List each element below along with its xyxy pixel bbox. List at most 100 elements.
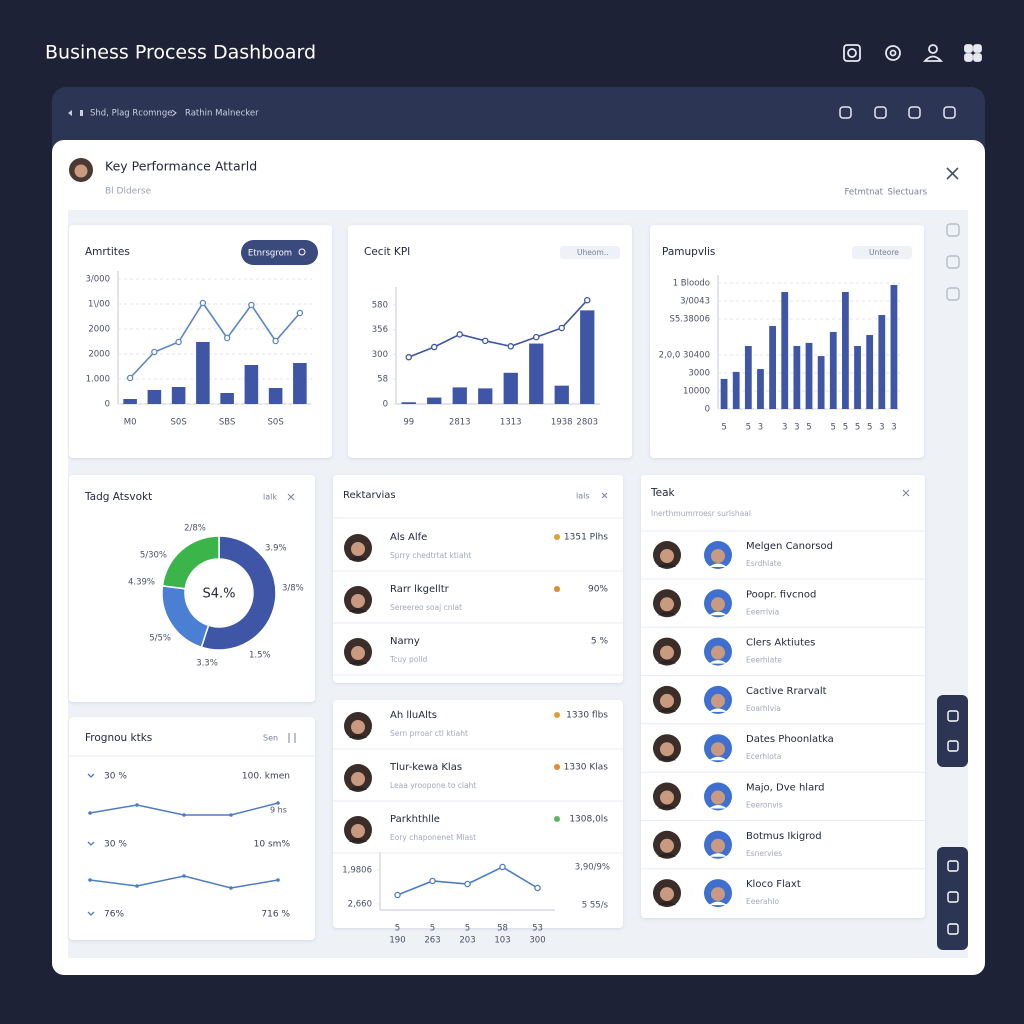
icon-shape [973, 44, 982, 53]
bar [196, 342, 210, 404]
sparkline-point [182, 813, 186, 817]
toolbar-icon[interactable] [908, 106, 921, 119]
x-tick-label: 5 [721, 423, 726, 433]
bar [171, 387, 186, 404]
avatar-face [660, 742, 674, 757]
bar [732, 371, 740, 409]
x-tick-label: 5 [746, 423, 751, 433]
header-icon[interactable] [885, 45, 901, 61]
side-icon[interactable] [946, 287, 960, 301]
sparkline-point [135, 884, 139, 888]
header-icon[interactable] [843, 44, 861, 62]
side-icon[interactable] [946, 223, 960, 237]
list-sub: Leaa yroopone to claht [390, 781, 476, 790]
y-tick-label: 3/000 [86, 275, 111, 285]
x-tick-label: 58 [497, 924, 508, 934]
avatar-body [658, 901, 676, 906]
side-pill-icon[interactable] [947, 710, 959, 722]
list-sub: Sern prroar ctl ktiaht [390, 729, 468, 738]
header-icon[interactable] [964, 44, 982, 62]
sparkline-point [276, 878, 280, 882]
avatar-body [658, 660, 676, 664]
member-name: Poopr. fivcnod [746, 589, 816, 600]
line-marker [175, 338, 182, 346]
line-marker [533, 333, 540, 341]
y-tick-label: 2000 [88, 325, 110, 335]
button-label: Etnrsgrom [248, 249, 292, 259]
avatar-body [709, 901, 727, 906]
donut-label: 3.3% [196, 659, 218, 669]
line-marker [456, 331, 463, 338]
member-name: Clers Aktiutes [746, 638, 815, 649]
badge-label: Unteore [869, 248, 899, 257]
avatar-body [709, 805, 727, 809]
side-icon[interactable] [946, 255, 960, 269]
x-tick-label: 5 [831, 423, 836, 433]
bar [427, 397, 442, 404]
bar [829, 331, 837, 409]
page-title: Business Process Dashboard [45, 42, 316, 64]
toolbar-icon[interactable] [839, 106, 852, 119]
close-button[interactable] [601, 492, 608, 499]
header-icon[interactable] [922, 44, 944, 62]
side-pill-icon[interactable] [947, 891, 959, 903]
bar [452, 387, 467, 404]
y-tick-label: 1 Bloodo [673, 279, 710, 289]
x-tick-label: 1313 [500, 418, 522, 428]
icon-shape [922, 55, 944, 62]
sparkline-point [182, 874, 186, 878]
close-button[interactable] [946, 167, 959, 180]
icon-shape [843, 44, 861, 62]
avatar-body [349, 556, 367, 560]
avatar-face [660, 597, 674, 612]
card-button[interactable] [241, 240, 318, 265]
expand-icon[interactable] [288, 733, 296, 743]
side-pill-icon[interactable] [947, 860, 959, 872]
donut-label: 1.5% [249, 651, 271, 661]
breadcrumb-sep [171, 109, 177, 117]
close-button[interactable] [287, 493, 295, 501]
side-pill [937, 847, 968, 950]
icon-shape [847, 48, 857, 58]
member-role: Eeerahlo [746, 897, 779, 906]
line-marker [499, 863, 506, 871]
bar [720, 378, 728, 409]
toolbar-icon[interactable] [874, 106, 887, 119]
breadcrumb-arrow [68, 110, 83, 116]
modal-avatar-face [74, 164, 88, 178]
row-value: 716 % [261, 910, 290, 920]
x-tick-label: 1938 [551, 418, 573, 428]
member-role: Eeeronvis [746, 801, 783, 810]
x-tick-label: 5 [843, 423, 848, 433]
member-role: Ecerhlota [746, 752, 781, 761]
bar [805, 342, 813, 409]
x-tick-label: 5 [855, 423, 860, 433]
x-tick-label: 5 [395, 924, 400, 934]
row-label: 76% [104, 910, 124, 920]
line-marker [481, 337, 489, 345]
y-tick-label: 0 [383, 400, 388, 410]
data-line [408, 299, 588, 358]
list-sub: Sereereo soaj cnlat [390, 603, 462, 612]
side-pill-icon[interactable] [947, 923, 959, 935]
line-marker [248, 301, 255, 309]
x-tick-label: 99 [403, 418, 414, 428]
list-value: 90% [588, 585, 608, 595]
modal-title: Key Performance Attarld [105, 159, 257, 174]
x-tick-label: 3 [782, 423, 787, 433]
close-button[interactable] [902, 489, 910, 497]
side-pill-icon[interactable] [947, 740, 959, 752]
modal-tab: Fetmtnat [844, 188, 883, 198]
bar [866, 335, 874, 409]
card-action: Sen [263, 734, 278, 743]
avatar-face [711, 645, 725, 660]
x-tick-label: 5 [465, 924, 470, 934]
toolbar-icon[interactable] [943, 106, 956, 119]
y-tick-label: 2000 [88, 350, 110, 360]
avatar-face [660, 838, 674, 853]
check-icon [87, 773, 95, 778]
avatar-body [709, 611, 727, 616]
x-tick-label: 5 [867, 423, 872, 433]
list-name: Ah lluAlts [390, 710, 437, 721]
